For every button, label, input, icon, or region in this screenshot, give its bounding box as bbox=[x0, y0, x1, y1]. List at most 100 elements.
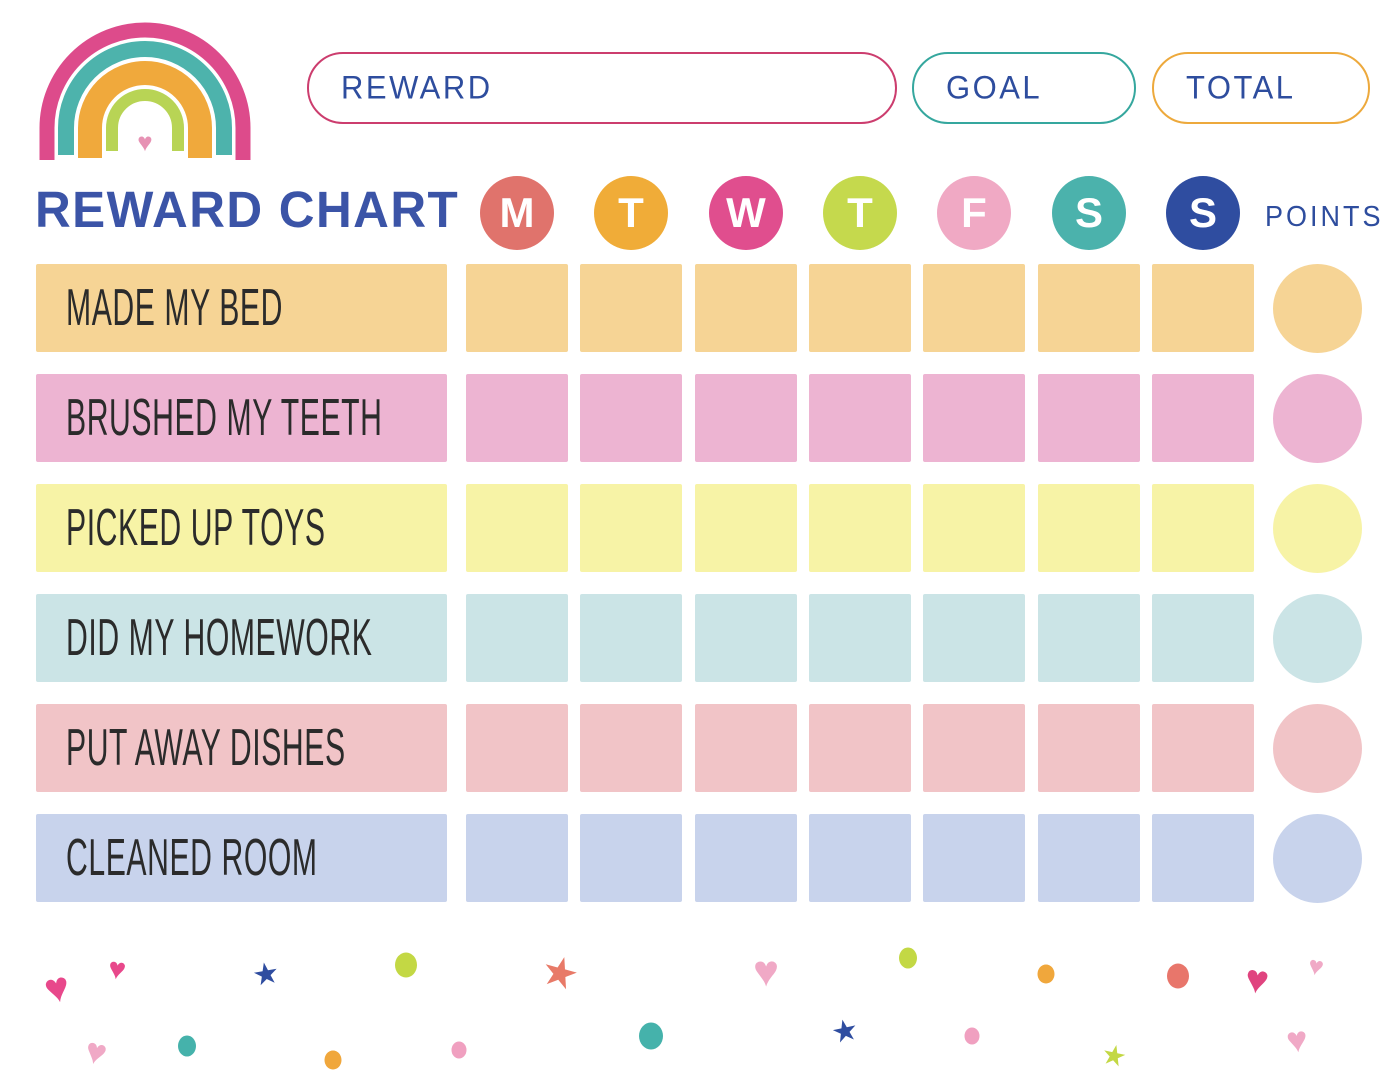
task-cell[interactable] bbox=[1038, 594, 1140, 682]
task-label-bar: PUT AWAY DISHES bbox=[36, 704, 447, 792]
task-cell[interactable] bbox=[923, 264, 1025, 352]
deco-dot-icon bbox=[178, 1035, 196, 1057]
deco-star-icon: ★ bbox=[1098, 1037, 1130, 1074]
day-letter: F bbox=[961, 189, 987, 236]
task-label: PICKED UP TOYS bbox=[66, 499, 326, 557]
task-row-5: PUT AWAY DISHES bbox=[0, 704, 1400, 793]
deco-heart-icon: ♥ bbox=[1242, 956, 1272, 1004]
task-cell[interactable] bbox=[695, 264, 797, 352]
task-cell[interactable] bbox=[580, 594, 682, 682]
task-cell[interactable] bbox=[1152, 264, 1254, 352]
task-cell[interactable] bbox=[695, 704, 797, 792]
day-circle-2-t: T bbox=[594, 176, 668, 250]
heart-icon: ♥ bbox=[137, 127, 152, 157]
task-cell[interactable] bbox=[695, 814, 797, 902]
task-cell[interactable] bbox=[1152, 484, 1254, 572]
points-cell[interactable] bbox=[1273, 264, 1362, 353]
task-cell[interactable] bbox=[580, 704, 682, 792]
task-cell[interactable] bbox=[1038, 814, 1140, 902]
task-cell[interactable] bbox=[695, 484, 797, 572]
rainbow-arc-pink bbox=[39, 22, 251, 160]
day-letter: T bbox=[847, 189, 873, 236]
task-cell[interactable] bbox=[923, 704, 1025, 792]
task-cell[interactable] bbox=[466, 704, 568, 792]
task-cell[interactable] bbox=[923, 814, 1025, 902]
task-label-bar: CLEANED ROOM bbox=[36, 814, 447, 902]
task-cell[interactable] bbox=[1038, 374, 1140, 462]
task-cell[interactable] bbox=[809, 484, 911, 572]
task-cell[interactable] bbox=[580, 264, 682, 352]
points-cell[interactable] bbox=[1273, 814, 1362, 903]
task-row-3: PICKED UP TOYS bbox=[0, 484, 1400, 573]
task-cell[interactable] bbox=[466, 264, 568, 352]
task-cell[interactable] bbox=[923, 484, 1025, 572]
points-cell[interactable] bbox=[1273, 704, 1362, 793]
day-letter: T bbox=[618, 189, 644, 236]
task-cell[interactable] bbox=[809, 594, 911, 682]
task-label: CLEANED ROOM bbox=[66, 829, 318, 887]
task-cell[interactable] bbox=[466, 814, 568, 902]
deco-heart-icon: ♥ bbox=[39, 961, 74, 1014]
task-label-bar: PICKED UP TOYS bbox=[36, 484, 447, 572]
points-column-label: POINTS bbox=[1265, 201, 1384, 233]
deco-dot-icon bbox=[1037, 964, 1055, 984]
task-cell[interactable] bbox=[466, 484, 568, 572]
task-label-bar: BRUSHED MY TEETH bbox=[36, 374, 447, 462]
rainbow-icon: ♥ bbox=[39, 22, 251, 160]
deco-dot-icon bbox=[324, 1050, 342, 1070]
task-cell[interactable] bbox=[1038, 704, 1140, 792]
task-cell[interactable] bbox=[466, 594, 568, 682]
deco-dot-icon bbox=[451, 1041, 467, 1059]
goal-field[interactable]: GOAL bbox=[912, 52, 1136, 124]
deco-heart-icon: ♥ bbox=[80, 1029, 112, 1074]
day-circle-4-t: T bbox=[823, 176, 897, 250]
task-label: MADE MY BED bbox=[66, 279, 283, 337]
points-cell[interactable] bbox=[1273, 374, 1362, 463]
task-cell[interactable] bbox=[695, 374, 797, 462]
task-cell[interactable] bbox=[809, 814, 911, 902]
task-row-1: MADE MY BED bbox=[0, 264, 1400, 353]
day-circle-1-m: M bbox=[480, 176, 554, 250]
task-row-4: DID MY HOMEWORK bbox=[0, 594, 1400, 683]
task-cell[interactable] bbox=[580, 374, 682, 462]
deco-star-icon: ★ bbox=[535, 944, 585, 1001]
task-label-bar: DID MY HOMEWORK bbox=[36, 594, 447, 682]
day-circle-6-s: S bbox=[1052, 176, 1126, 250]
reward-field[interactable]: REWARD bbox=[307, 52, 897, 124]
task-cell[interactable] bbox=[809, 374, 911, 462]
rainbow-arc-orange bbox=[78, 61, 212, 158]
deco-heart-icon: ♥ bbox=[1284, 1017, 1310, 1062]
deco-heart-icon: ♥ bbox=[105, 951, 129, 988]
rainbow-arc-lime bbox=[106, 89, 184, 151]
deco-dot-icon bbox=[899, 947, 917, 969]
task-cell[interactable] bbox=[1038, 264, 1140, 352]
task-cell[interactable] bbox=[1152, 704, 1254, 792]
task-cell[interactable] bbox=[923, 374, 1025, 462]
task-label: PUT AWAY DISHES bbox=[66, 719, 346, 777]
task-cell[interactable] bbox=[1152, 374, 1254, 462]
task-cell[interactable] bbox=[580, 814, 682, 902]
page-title: REWARD CHART bbox=[35, 181, 460, 238]
rainbow-logo: ♥ bbox=[37, 20, 253, 167]
reward-field-label: REWARD bbox=[341, 69, 493, 106]
day-letter: M bbox=[499, 189, 535, 236]
points-cell[interactable] bbox=[1273, 484, 1362, 573]
task-cell[interactable] bbox=[809, 264, 911, 352]
task-cell[interactable] bbox=[695, 594, 797, 682]
task-label: DID MY HOMEWORK bbox=[66, 609, 373, 667]
task-cell[interactable] bbox=[466, 374, 568, 462]
task-cell[interactable] bbox=[1152, 594, 1254, 682]
deco-dot-icon bbox=[639, 1022, 663, 1050]
task-cell[interactable] bbox=[580, 484, 682, 572]
rainbow-arc-teal bbox=[58, 41, 232, 155]
total-field[interactable]: TOTAL bbox=[1152, 52, 1370, 124]
task-cell[interactable] bbox=[1152, 814, 1254, 902]
task-label: BRUSHED MY TEETH bbox=[66, 389, 383, 447]
task-row-2: BRUSHED MY TEETH bbox=[0, 374, 1400, 463]
points-cell[interactable] bbox=[1273, 594, 1362, 683]
day-letter: S bbox=[1188, 189, 1217, 236]
task-cell[interactable] bbox=[923, 594, 1025, 682]
task-cell[interactable] bbox=[809, 704, 911, 792]
task-cell[interactable] bbox=[1038, 484, 1140, 572]
